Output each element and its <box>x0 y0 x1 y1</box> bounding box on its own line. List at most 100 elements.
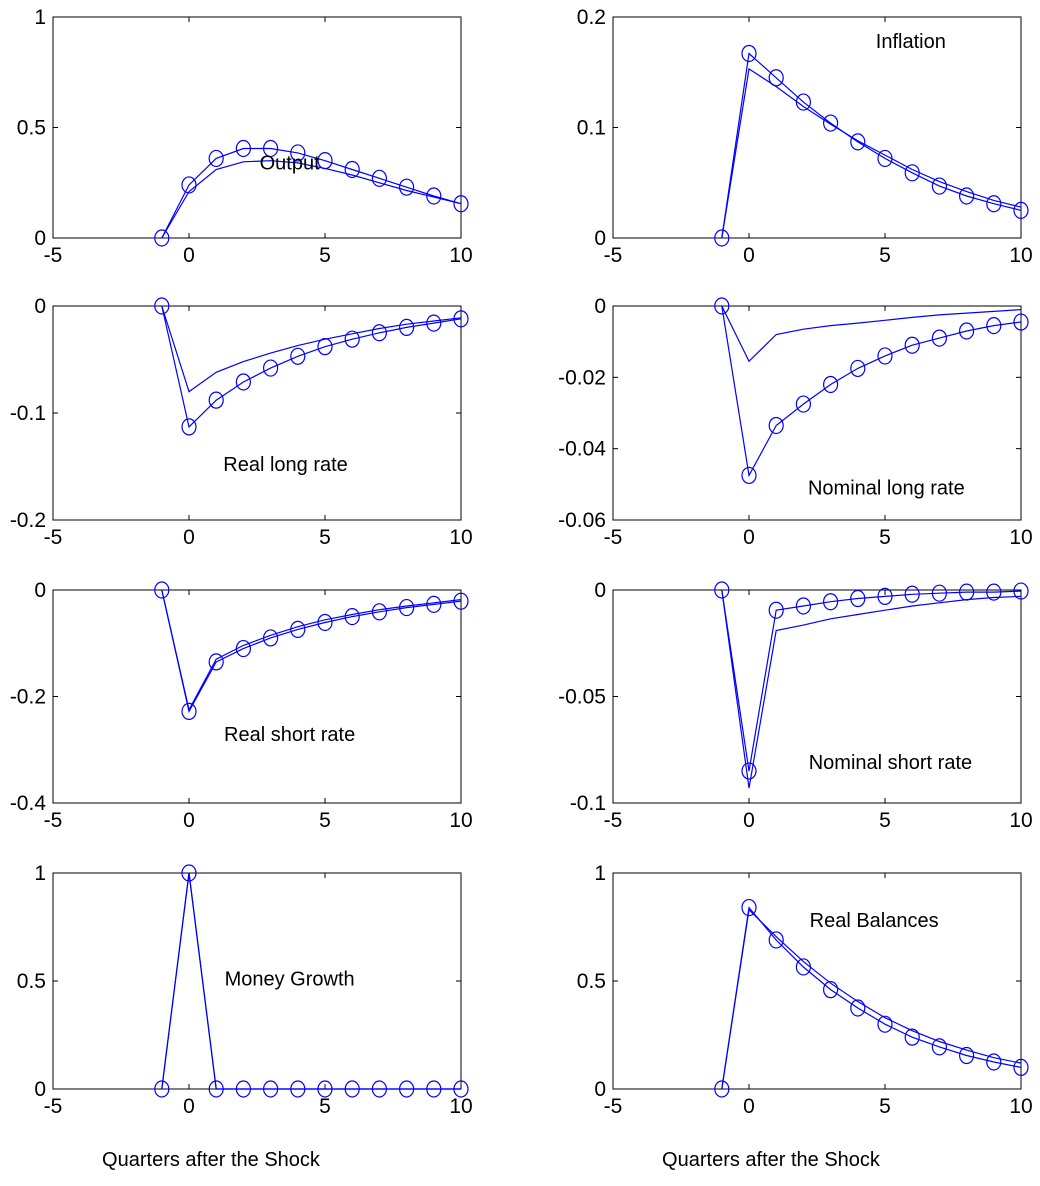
series-line-1 <box>721 305 1022 478</box>
x-axis-label-left: Quarters after the Shock <box>102 1149 321 1171</box>
data-point-marker <box>181 418 197 436</box>
data-point-marker <box>181 176 197 194</box>
x-tick-label: 0 <box>743 1095 755 1118</box>
x-tick-label: -5 <box>604 809 623 832</box>
panel-annotation: Real Balances <box>810 910 939 932</box>
data-point-marker <box>154 1080 170 1098</box>
y-tick-label: 0.2 <box>577 6 606 29</box>
y-tick-label: -0.02 <box>558 366 606 389</box>
data-point-marker <box>986 195 1002 213</box>
data-point-marker <box>208 391 224 409</box>
x-tick-label: 0 <box>743 526 755 549</box>
x-tick-label: 5 <box>879 809 891 832</box>
x-tick-label: -5 <box>44 809 63 832</box>
data-point-marker <box>795 597 812 615</box>
data-point-marker <box>822 593 839 611</box>
data-point-marker <box>931 329 948 347</box>
y-tick-label: 0 <box>34 295 46 318</box>
y-tick-label: -0.2 <box>10 686 46 709</box>
x-tick-label: 10 <box>449 244 472 267</box>
x-tick-label: 0 <box>183 1095 195 1118</box>
data-point-marker <box>1013 582 1029 600</box>
data-point-marker <box>958 1046 975 1065</box>
data-point-marker <box>822 981 839 999</box>
data-point-marker <box>850 133 866 151</box>
y-tick-label: 1 <box>34 6 46 29</box>
data-point-marker <box>741 44 757 63</box>
x-tick-label: -5 <box>604 1095 623 1118</box>
data-point-marker <box>263 139 279 158</box>
data-point-marker <box>1013 1058 1029 1077</box>
data-point-marker <box>235 139 251 158</box>
data-point-marker <box>181 864 197 882</box>
data-point-marker <box>850 999 866 1017</box>
y-tick-label: 0 <box>594 1078 606 1101</box>
data-point-marker <box>371 603 387 621</box>
x-tick-label: 10 <box>1009 244 1032 267</box>
series-line-2 <box>161 872 461 1090</box>
data-point-marker <box>208 149 224 168</box>
panel-annotation: Real short rate <box>224 724 355 746</box>
data-point-marker <box>714 229 730 247</box>
x-tick-label: 10 <box>1009 526 1032 549</box>
series-line-2 <box>161 305 462 393</box>
data-point-marker <box>1013 201 1029 219</box>
data-point-marker <box>371 169 387 187</box>
data-point-marker <box>344 608 360 626</box>
x-tick-label: 5 <box>879 1095 891 1118</box>
data-point-marker <box>986 1053 1002 1071</box>
x-tick-label: 10 <box>449 1095 472 1118</box>
data-point-marker <box>986 317 1002 335</box>
series-line-2 <box>721 908 1022 1090</box>
series-line-2 <box>721 589 1022 789</box>
panel-5: -5 0 5 10 0 -0.2 -0.4 Real short rate <box>10 579 473 832</box>
y-tick-label: -0.2 <box>10 509 46 532</box>
data-point-marker <box>399 178 415 196</box>
axes-box <box>52 589 462 804</box>
panel-annotation: Real long rate <box>223 454 348 476</box>
y-tick-label: -0.1 <box>10 402 46 425</box>
axes-box <box>52 16 462 239</box>
series-line-2 <box>161 160 462 239</box>
data-point-marker <box>768 601 784 619</box>
series-line-1 <box>161 147 462 239</box>
data-point-marker <box>154 297 170 315</box>
data-point-marker <box>795 395 812 413</box>
data-point-marker <box>850 589 866 608</box>
data-point-marker <box>263 359 279 377</box>
x-tick-label: 10 <box>449 526 472 549</box>
data-point-marker <box>958 322 975 340</box>
series-line-1 <box>721 52 1022 239</box>
y-tick-label: 0 <box>34 227 46 250</box>
data-point-marker <box>208 653 224 671</box>
data-point-marker <box>154 229 170 247</box>
data-point-marker <box>768 69 784 87</box>
x-tick-label: -5 <box>604 526 623 549</box>
axes-box <box>52 305 462 521</box>
data-point-marker <box>317 613 333 632</box>
data-point-marker <box>714 1080 730 1098</box>
x-tick-label: 5 <box>319 244 331 267</box>
y-tick-label: 0 <box>594 579 606 602</box>
data-point-marker <box>453 592 469 610</box>
x-tick-label: 5 <box>879 244 891 267</box>
data-point-marker <box>741 898 757 917</box>
panel-annotation: Inflation <box>876 31 946 53</box>
data-point-marker <box>822 114 839 132</box>
x-tick-label: 0 <box>183 809 195 832</box>
x-tick-label: 0 <box>183 244 195 267</box>
x-tick-label: 5 <box>319 526 331 549</box>
data-point-marker <box>399 598 415 617</box>
axes-box <box>612 16 1022 239</box>
data-point-marker <box>344 330 360 348</box>
data-point-marker <box>768 931 784 949</box>
data-point-marker <box>877 587 893 605</box>
y-tick-label: 0.1 <box>577 117 606 140</box>
data-point-marker <box>714 297 730 315</box>
data-point-marker <box>290 347 306 365</box>
data-point-marker <box>290 144 306 162</box>
data-point-marker <box>904 336 920 354</box>
data-point-marker <box>181 702 197 721</box>
